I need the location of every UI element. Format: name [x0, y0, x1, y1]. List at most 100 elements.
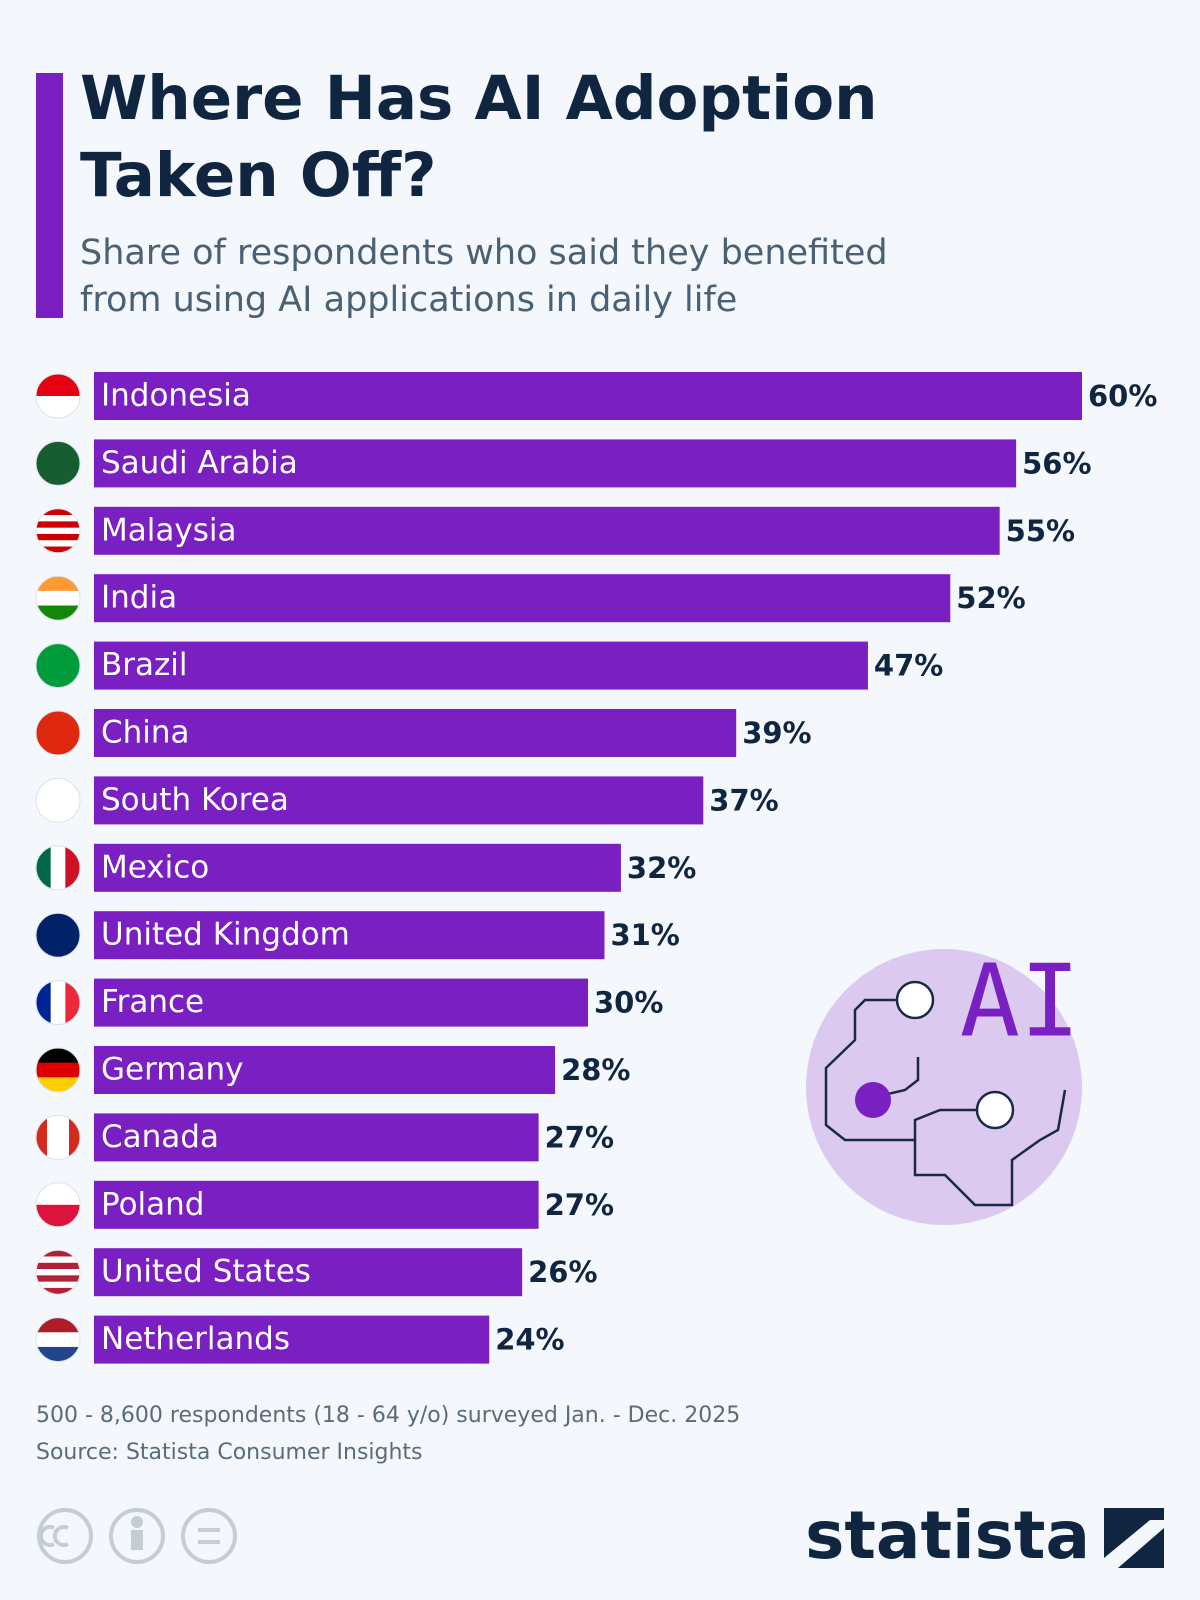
flag [36, 778, 80, 823]
category-label: France [101, 984, 204, 1020]
bar [94, 1315, 490, 1364]
bar [94, 911, 605, 960]
flag-stripe [47, 1115, 59, 1160]
value-label: 52% [956, 581, 1025, 615]
chart-title: Where Has AI Adoption Taken Off? [80, 63, 878, 211]
ai-illustration [806, 949, 1082, 1225]
value-label: 28% [561, 1053, 630, 1087]
flag-stripe [36, 590, 80, 607]
flag-border [35, 373, 81, 419]
flag-border [35, 912, 81, 958]
flag-stripe [36, 1269, 80, 1276]
flag [36, 1317, 80, 1362]
flag-stripe [36, 1250, 80, 1257]
flag-stripe [36, 374, 80, 397]
flag-stripe [65, 845, 80, 890]
flag-stripe [36, 1048, 80, 1064]
flag-stripe [36, 913, 80, 958]
bar [94, 372, 1082, 420]
bar [94, 1248, 523, 1297]
flag-stripe [36, 1256, 80, 1264]
value-label: 56% [1022, 446, 1091, 480]
value-label: 32% [627, 851, 696, 885]
flag-stripe [50, 845, 66, 890]
flag-stripe [36, 605, 80, 621]
bar [94, 709, 737, 757]
flag-stripe [36, 711, 80, 755]
bar [94, 1046, 556, 1094]
value-label: 27% [545, 1188, 614, 1222]
flag-stripe [36, 643, 80, 688]
flag-border [35, 845, 81, 891]
flag-stripe [36, 1287, 80, 1295]
flag [36, 711, 80, 755]
flag-border [35, 508, 81, 554]
category-label: India [101, 580, 177, 616]
value-label: 30% [594, 986, 663, 1020]
flag-stripe [36, 533, 80, 541]
category-label: Poland [101, 1186, 205, 1222]
flag [36, 441, 80, 486]
flag-border [35, 1114, 81, 1160]
flag-stripe [36, 845, 52, 890]
flag [36, 576, 80, 621]
bar [94, 843, 621, 892]
flag-stripe [36, 1204, 80, 1227]
flag-stripe [36, 1062, 80, 1078]
flag-stripe [36, 508, 80, 516]
note: 500 - 8,600 respondents (18 - 64 y/o) su… [36, 1403, 740, 1428]
category-label: Netherlands [101, 1321, 290, 1357]
flag [36, 643, 80, 688]
flag-stripe [36, 1281, 80, 1289]
flag [36, 1250, 80, 1295]
category-label: Indonesia [101, 378, 251, 414]
flag-stripe [36, 1317, 80, 1333]
flag [36, 845, 80, 890]
flag-stripe [36, 1275, 80, 1283]
flag-stripe [36, 396, 80, 418]
flag-stripe [36, 546, 80, 553]
flag-stripe [50, 980, 66, 1025]
license-icons [37, 1508, 237, 1564]
chart-subtitle: Share of respondents who said they benef… [80, 233, 888, 320]
flag-stripe [36, 778, 80, 823]
bar [94, 776, 704, 825]
flag-border [35, 1249, 81, 1295]
bar [94, 439, 1017, 488]
flag-stripe [36, 441, 80, 486]
bar [94, 641, 868, 690]
value-label: 31% [610, 918, 679, 952]
category-label: China [101, 715, 190, 751]
bar [94, 1113, 539, 1162]
category-label: Malaysia [101, 512, 236, 548]
category-label: United Kingdom [101, 917, 350, 953]
flag-border [35, 440, 81, 486]
flag-stripe [36, 1346, 80, 1362]
flag [36, 1182, 80, 1227]
flag-stripe [36, 1332, 80, 1348]
flag-stripe [36, 515, 80, 522]
flag-stripe [36, 1182, 80, 1206]
value-label: 26% [528, 1255, 597, 1289]
flag [36, 980, 80, 1025]
flag-border [35, 777, 81, 823]
flag [36, 374, 80, 418]
source: Source: Statista Consumer Insights [36, 1440, 423, 1465]
value-label: 55% [1006, 514, 1075, 548]
flag-border [35, 710, 81, 756]
flag-border [35, 1047, 81, 1093]
value-label: 24% [495, 1323, 564, 1357]
flag-border [35, 575, 81, 621]
category-label: Brazil [101, 647, 188, 683]
flag-stripe [36, 980, 52, 1025]
flag-stripe [65, 980, 80, 1025]
category-label: United States [101, 1254, 311, 1290]
flag-stripe [36, 1115, 48, 1160]
category-label: South Korea [101, 782, 289, 818]
logo: statista [805, 1497, 1090, 1574]
value-label: 27% [545, 1120, 614, 1154]
flag-border [35, 980, 81, 1026]
value-label: 47% [874, 649, 943, 683]
